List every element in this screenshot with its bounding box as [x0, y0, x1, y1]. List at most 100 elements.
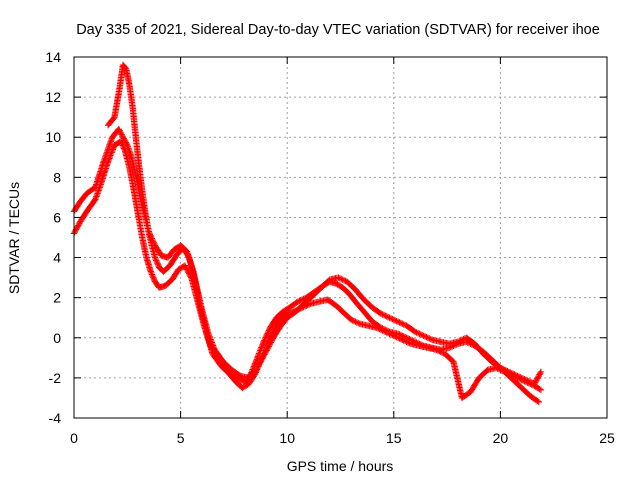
data-segment [377, 310, 392, 321]
data-segment [258, 345, 271, 363]
data-segment [271, 317, 284, 333]
data-segment [411, 328, 426, 339]
y-tick-label: 12 [45, 89, 61, 105]
data-segment [164, 247, 177, 261]
data-segment [254, 340, 267, 361]
x-tick-label: 0 [70, 430, 78, 446]
data-segment [324, 296, 339, 308]
x-tick-label: 25 [599, 430, 615, 446]
data-segment [122, 148, 133, 169]
y-tick-label: 4 [53, 250, 61, 266]
data-segment [369, 304, 383, 317]
data-segment [386, 314, 400, 325]
data-segment [514, 372, 528, 383]
series-layer [70, 61, 545, 406]
y-tick-label: 2 [53, 290, 61, 306]
data-segment [294, 295, 309, 305]
y-tick-label: 0 [53, 330, 61, 346]
data-point [537, 368, 545, 376]
data-segment [497, 364, 511, 375]
y-tick-label: 10 [45, 129, 61, 145]
data-segment [143, 254, 154, 274]
data-segment [488, 358, 503, 371]
y-tick-label: -4 [49, 410, 62, 426]
data-segment [450, 358, 465, 400]
data-segment [527, 392, 541, 405]
data-segment [382, 328, 396, 339]
data-segment [264, 333, 277, 351]
x-tick-label: 15 [386, 430, 402, 446]
data-segment [104, 115, 117, 129]
plot-frame [73, 56, 608, 419]
data-segment [130, 186, 141, 216]
data-segment [264, 327, 277, 345]
data-segment [277, 315, 290, 329]
data-segment [147, 268, 158, 284]
data-segment [98, 159, 111, 185]
x-tick-label: 20 [493, 430, 509, 446]
data-segment [480, 350, 494, 364]
data-segment [162, 277, 175, 289]
data-segment [279, 305, 292, 315]
chart-title: Day 335 of 2021, Sidereal Day-to-day VTE… [76, 22, 600, 38]
data-segment [360, 296, 375, 310]
data-segment [271, 323, 284, 339]
data-segment [104, 143, 118, 165]
data-segment [505, 368, 520, 379]
data-segment [475, 367, 490, 382]
data-segment [77, 209, 90, 225]
data-segment [168, 267, 181, 283]
data-segment [309, 285, 324, 299]
data-segment [111, 91, 122, 121]
data-segment [341, 310, 354, 322]
data-segment [205, 330, 218, 352]
data-segment [510, 376, 524, 391]
y-axis-label: SDTVAR / TECUs [6, 182, 22, 294]
data-segment [115, 126, 126, 140]
data-segment [467, 376, 482, 396]
data-segment [224, 368, 239, 384]
data-segment [198, 306, 212, 336]
x-tick-label: 5 [177, 430, 185, 446]
data-segment [301, 293, 315, 307]
data-segment [531, 370, 544, 388]
data-segment [420, 332, 434, 343]
data-segment [286, 299, 300, 311]
data-segment [273, 309, 286, 321]
data-segment [394, 330, 409, 341]
data-segment [92, 179, 105, 203]
data-segment [266, 315, 279, 331]
data-segment [333, 280, 345, 290]
data-segment [179, 244, 192, 260]
data-segment [181, 262, 194, 280]
data-segment [458, 389, 473, 402]
grid [74, 57, 607, 418]
data-segment [399, 336, 413, 347]
data-segment [77, 191, 90, 205]
data-segment [100, 135, 115, 165]
data-segment [339, 284, 352, 296]
data-segment [119, 61, 129, 72]
data-segment [139, 234, 150, 260]
data-segment [345, 290, 358, 304]
data-segment [318, 277, 332, 291]
data-segment [160, 263, 173, 275]
y-tick-label: 8 [53, 169, 61, 185]
data-segment [220, 358, 234, 373]
data-segment [433, 346, 447, 357]
data-segment [129, 103, 139, 139]
data-segment [352, 286, 367, 302]
data-segment [292, 301, 307, 315]
data-segment [471, 340, 486, 356]
data-segment [166, 253, 179, 269]
data-segment [373, 324, 388, 335]
data-segment [92, 159, 107, 191]
data-segment [252, 358, 265, 376]
data-segment [403, 334, 417, 345]
data-segment [277, 311, 290, 323]
data-segment [403, 322, 418, 335]
data-point [535, 398, 542, 406]
data-segment [463, 334, 477, 347]
data-segment [83, 185, 98, 197]
